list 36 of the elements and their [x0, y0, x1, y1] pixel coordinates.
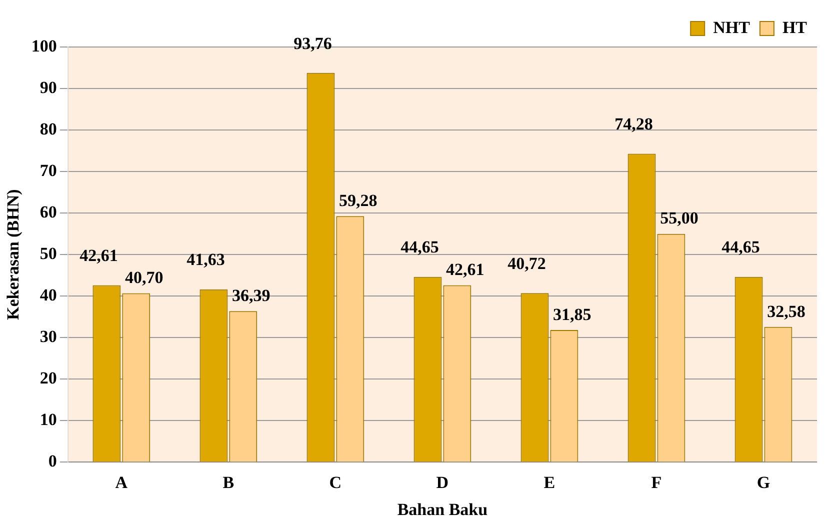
data-label: 44,65 [400, 238, 439, 257]
y-axis-title: Kekerasan (BHN) [4, 189, 23, 320]
y-tick-label: 70 [40, 160, 57, 180]
data-label: 36,39 [232, 286, 270, 305]
y-tick-label: 0 [48, 452, 57, 471]
x-tick-label: G [756, 472, 770, 492]
x-tick-label: B [222, 472, 234, 492]
y-tick-label: 20 [40, 368, 57, 388]
y-tick-label: 60 [40, 202, 57, 222]
y-tick-label: 10 [40, 410, 57, 430]
data-label: 31,85 [553, 304, 592, 324]
x-tick-label: E [544, 472, 556, 492]
legend-label: HT [782, 18, 808, 37]
data-label: 55,00 [660, 208, 698, 228]
data-label: 32,58 [767, 302, 806, 321]
x-tick-label: A [115, 472, 128, 492]
y-tick-label: 100 [31, 36, 57, 56]
data-label: 40,70 [124, 268, 164, 288]
x-axis-title: Bahan Baku [397, 500, 488, 520]
y-tick-label: 30 [40, 327, 57, 346]
x-tick-label: D [436, 472, 449, 492]
data-label: 42,61 [80, 246, 118, 266]
data-label: 74,28 [614, 114, 653, 134]
y-tick-label: 90 [40, 78, 57, 97]
data-label: 93,76 [294, 34, 332, 53]
y-tick-label: 40 [40, 286, 57, 305]
x-tick-label: F [651, 472, 662, 492]
data-label: 42,61 [446, 260, 484, 280]
legend-label: NHT [713, 18, 751, 37]
data-label: 44,65 [722, 238, 760, 257]
x-tick-label: C [329, 472, 342, 492]
y-tick-label: 80 [40, 119, 57, 138]
y-tick-label: 50 [40, 244, 57, 263]
data-label: 41,63 [186, 250, 225, 270]
data-label: 40,72 [508, 254, 546, 274]
data-label: 59,28 [339, 190, 378, 210]
